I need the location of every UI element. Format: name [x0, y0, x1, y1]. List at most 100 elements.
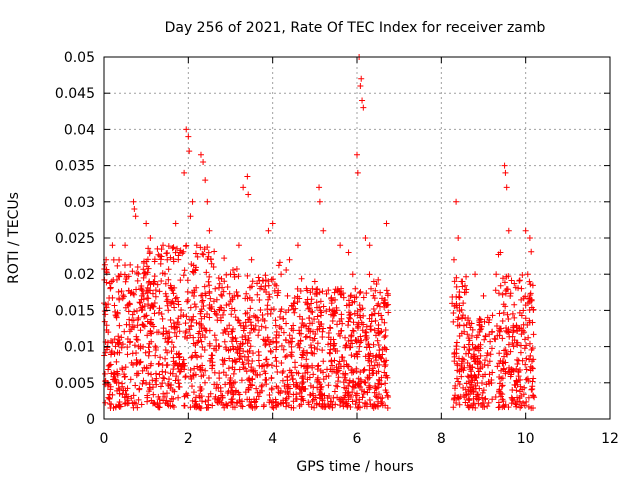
- data-point: [465, 396, 472, 403]
- data-point: [330, 394, 337, 401]
- data-point: [349, 340, 356, 347]
- data-point: [383, 287, 390, 294]
- data-point: [151, 273, 158, 280]
- data-point: [497, 393, 504, 400]
- data-point: [189, 316, 196, 323]
- data-point: [451, 353, 458, 360]
- data-point: [270, 276, 277, 283]
- data-point: [298, 396, 305, 403]
- data-point: [219, 356, 226, 363]
- data-point: [452, 382, 459, 389]
- data-point: [144, 295, 151, 302]
- data-point: [472, 382, 479, 389]
- data-point: [492, 287, 499, 294]
- data-point: [137, 358, 144, 365]
- data-point: [296, 295, 303, 302]
- data-point: [101, 318, 108, 325]
- data-point: [111, 350, 118, 357]
- data-point: [304, 369, 311, 376]
- data-point: [123, 273, 130, 280]
- data-point: [347, 344, 354, 351]
- data-point: [382, 327, 389, 334]
- data-point: [216, 375, 223, 382]
- data-point: [166, 376, 172, 383]
- data-point: [477, 365, 484, 372]
- data-point: [252, 322, 259, 329]
- data-point: [205, 249, 212, 256]
- data-point: [458, 278, 465, 285]
- data-point: [129, 350, 136, 357]
- data-point: [108, 401, 115, 408]
- data-point: [123, 321, 130, 328]
- data-point: [375, 341, 382, 348]
- data-point: [514, 394, 521, 401]
- data-point: [467, 324, 474, 331]
- data-point: [384, 405, 391, 412]
- data-point: [196, 404, 203, 411]
- data-point: [381, 319, 388, 326]
- data-point: [459, 315, 466, 322]
- data-point: [458, 366, 465, 373]
- data-point: [521, 345, 528, 352]
- data-point: [359, 97, 366, 104]
- data-point: [504, 351, 511, 358]
- data-point: [273, 363, 280, 370]
- data-point: [179, 250, 186, 257]
- data-point: [213, 336, 220, 343]
- data-point: [155, 309, 162, 316]
- data-point: [353, 350, 360, 357]
- data-point: [359, 394, 366, 401]
- data-point: [350, 328, 357, 335]
- data-point: [481, 361, 488, 368]
- data-point: [233, 265, 240, 272]
- data-point: [188, 354, 195, 361]
- data-point: [499, 317, 506, 324]
- data-point: [383, 389, 390, 396]
- data-point: [289, 338, 296, 345]
- data-point: [367, 322, 374, 329]
- data-point: [247, 319, 254, 326]
- data-point: [376, 330, 383, 337]
- data-point: [334, 378, 341, 385]
- data-point: [155, 404, 162, 411]
- data-point: [513, 401, 520, 408]
- data-point: [203, 269, 210, 276]
- data-point: [261, 317, 268, 324]
- data-point: [246, 375, 253, 382]
- data-point: [472, 271, 479, 278]
- data-point: [360, 104, 367, 111]
- data-point: [175, 376, 182, 383]
- data-point: [160, 390, 167, 397]
- data-point: [152, 346, 159, 353]
- data-point: [129, 400, 136, 407]
- data-point: [160, 242, 167, 249]
- data-point: [492, 393, 499, 400]
- data-point: [508, 277, 515, 284]
- data-point: [257, 307, 264, 314]
- data-point: [164, 349, 171, 356]
- data-point: [245, 353, 252, 360]
- data-point: [157, 256, 164, 263]
- data-point: [108, 370, 115, 377]
- data-point: [105, 366, 112, 373]
- data-point: [139, 287, 146, 294]
- data-point: [371, 327, 378, 334]
- data-point: [143, 364, 150, 371]
- data-point: [285, 390, 292, 397]
- data-point: [228, 328, 235, 335]
- data-point: [526, 235, 533, 241]
- data-point: [528, 386, 535, 393]
- data-point: [190, 313, 197, 320]
- data-point: [211, 332, 218, 339]
- data-point: [147, 320, 154, 327]
- data-point: [283, 266, 290, 273]
- data-point: [192, 250, 199, 257]
- y-tick-label: 0: [86, 412, 95, 428]
- data-point: [499, 335, 506, 342]
- data-point: [209, 402, 216, 409]
- data-point: [523, 398, 530, 405]
- data-point: [453, 400, 460, 407]
- data-point: [376, 377, 383, 384]
- data-point: [476, 358, 483, 365]
- data-point: [224, 325, 231, 332]
